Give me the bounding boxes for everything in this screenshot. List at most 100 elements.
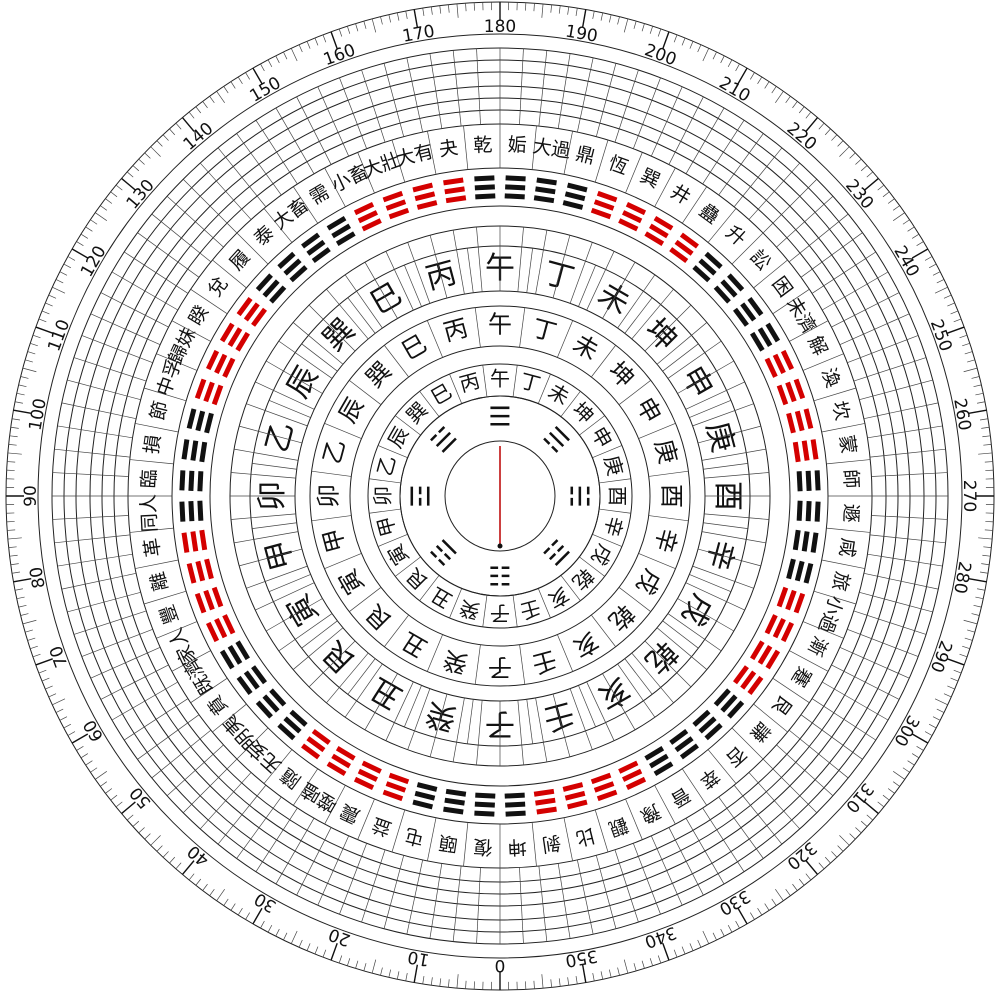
- degree-tick: [805, 860, 819, 875]
- divider: [347, 297, 376, 334]
- divider: [369, 508, 401, 514]
- hexagram-bar: [535, 797, 556, 806]
- hexagram-bar: [740, 302, 757, 322]
- degree-tick: [121, 177, 136, 191]
- divider: [677, 360, 735, 394]
- hexagram-name: 損: [141, 433, 166, 455]
- hexagram-bar: [214, 618, 228, 639]
- divider: [115, 184, 123, 191]
- divider: [245, 72, 250, 80]
- hexagram-bar: [179, 470, 186, 491]
- divider: [847, 628, 919, 657]
- hexagram-bar: [796, 500, 803, 521]
- divider: [55, 279, 64, 284]
- hexagram-bar: [204, 412, 214, 434]
- divider: [12, 418, 21, 421]
- divider: [355, 23, 359, 32]
- divider: [298, 939, 303, 948]
- hexagram-bar: [679, 232, 699, 249]
- divider: [641, 23, 645, 32]
- divider: [727, 59, 733, 68]
- divider: [632, 843, 661, 915]
- divider: [971, 613, 980, 616]
- divider: [298, 44, 303, 53]
- divider: [703, 463, 748, 470]
- hexagram-bar: [444, 186, 465, 195]
- divider: [216, 91, 225, 104]
- divider: [8, 444, 17, 446]
- hexagram-bar: [222, 357, 236, 378]
- divider: [237, 76, 243, 85]
- divider: [311, 515, 352, 522]
- divider: [156, 353, 198, 371]
- divider: [599, 508, 631, 514]
- divider: [344, 274, 383, 329]
- divider: [928, 723, 937, 729]
- divider: [20, 376, 29, 379]
- hexagram-bar: [262, 279, 280, 298]
- divider: [934, 286, 948, 294]
- divider: [326, 652, 369, 704]
- divider: [110, 794, 118, 801]
- divider: [252, 463, 297, 470]
- divider: [199, 772, 252, 830]
- divider: [563, 131, 573, 175]
- divider: [81, 335, 153, 364]
- divider: [169, 856, 176, 864]
- divider: [339, 77, 368, 149]
- divider: [322, 34, 327, 43]
- divider: [61, 402, 137, 419]
- divider: [575, 8, 578, 17]
- divider: [217, 784, 267, 845]
- divider: [557, 320, 574, 358]
- divider: [67, 591, 141, 613]
- divider: [326, 288, 369, 340]
- hexagram-bar: [269, 688, 287, 707]
- divider: [25, 359, 33, 363]
- hexagram-bar: [562, 782, 584, 792]
- divider: [685, 107, 725, 175]
- divider: [577, 859, 594, 935]
- ring: [444, 440, 556, 552]
- divider: [624, 658, 653, 695]
- divider: [631, 652, 674, 704]
- hexagram-bar: [785, 381, 797, 403]
- divider: [199, 162, 252, 220]
- hexagram-bar: [653, 215, 674, 231]
- hexagram-bar: [533, 195, 555, 204]
- divider: [963, 367, 978, 373]
- divider: [260, 63, 265, 72]
- divider: [275, 55, 280, 64]
- divider: [712, 51, 717, 60]
- hexagram-bar: [188, 501, 195, 522]
- divider: [465, 980, 467, 989]
- divider: [384, 614, 409, 647]
- divider: [239, 425, 303, 444]
- divider: [456, 3, 459, 18]
- divider: [476, 700, 483, 766]
- divider: [648, 515, 689, 522]
- divider: [731, 232, 764, 265]
- divider: [156, 140, 163, 147]
- divider: [406, 57, 423, 133]
- divider: [371, 18, 377, 33]
- hexagram-bar: [181, 532, 190, 553]
- divider: [558, 5, 561, 14]
- divider: [452, 50, 462, 127]
- divider: [357, 798, 375, 840]
- divider: [275, 817, 315, 885]
- hexagram-bar: [188, 470, 195, 491]
- hexagram-bar: [444, 797, 465, 806]
- divider: [439, 978, 442, 987]
- hexagram-bar: [255, 700, 273, 719]
- hexagram-name: 臨: [138, 469, 161, 489]
- divider: [560, 391, 581, 417]
- hexagram-bar: [326, 215, 347, 231]
- divider: [984, 461, 993, 463]
- hexagram-name: 坤: [507, 835, 527, 858]
- divider: [202, 101, 208, 109]
- divider: [631, 288, 674, 340]
- hexagram-bar: [357, 768, 378, 782]
- divider: [317, 835, 350, 906]
- divider: [608, 14, 612, 23]
